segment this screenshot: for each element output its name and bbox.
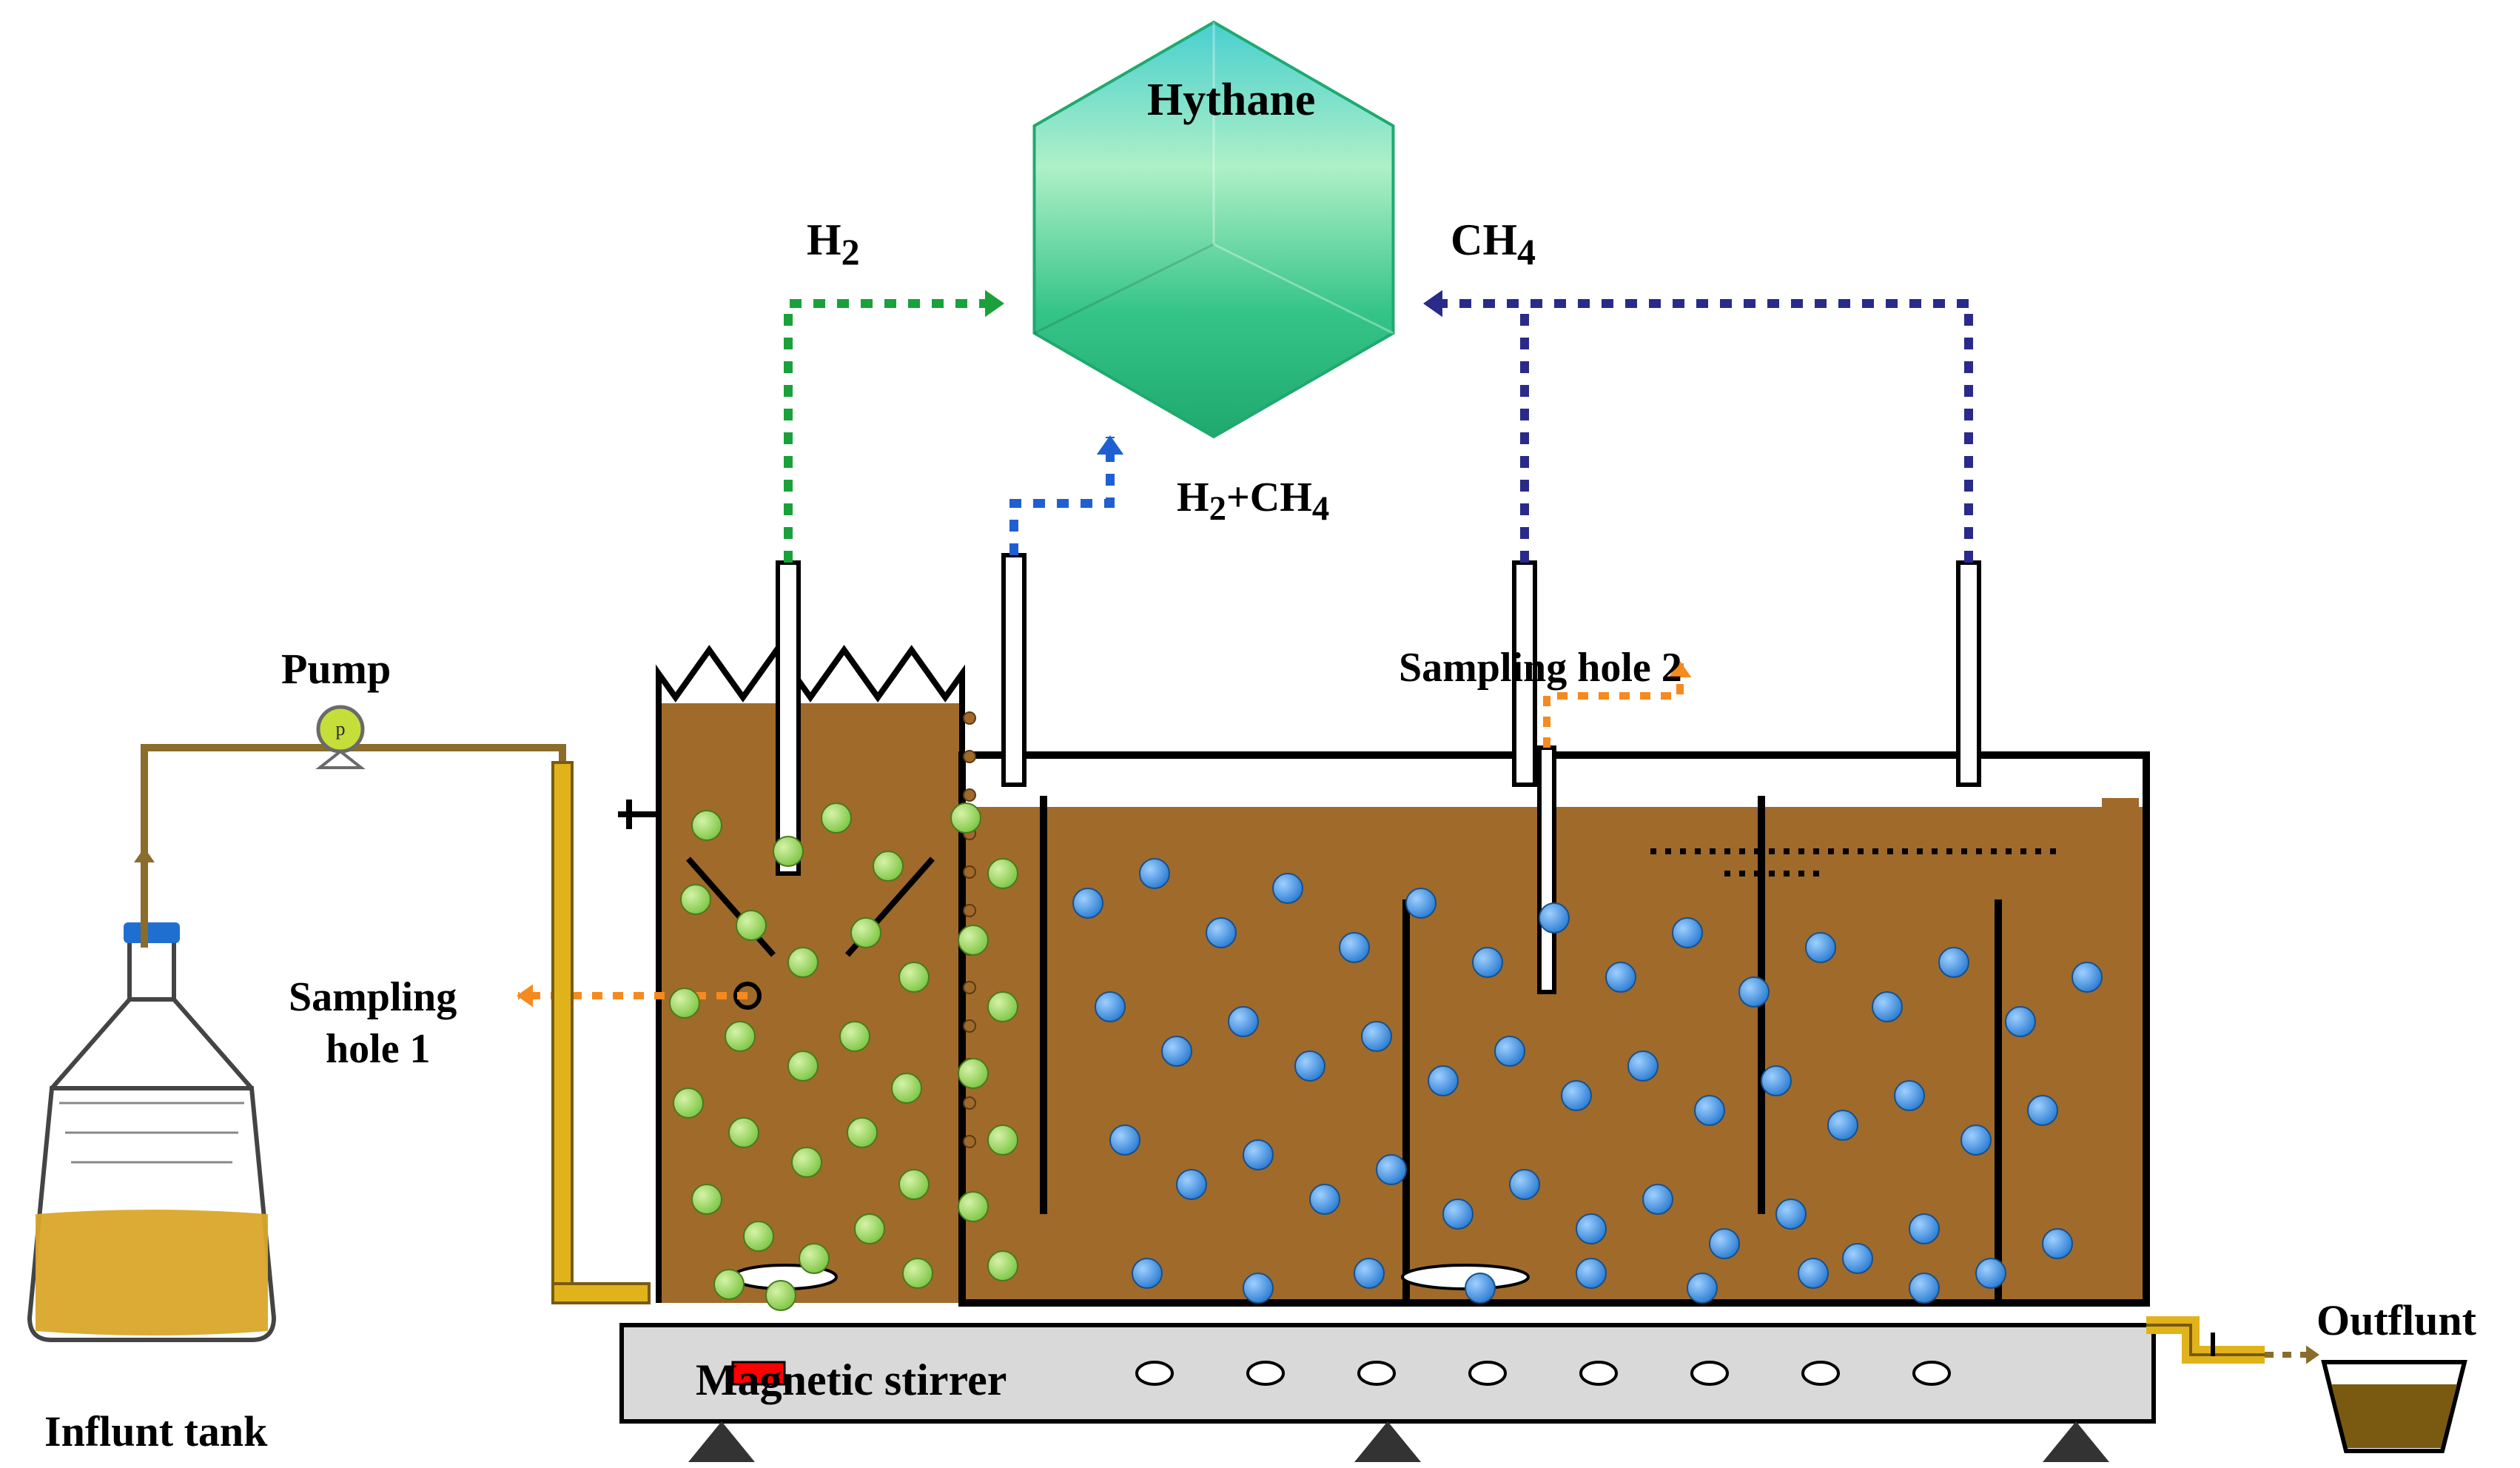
label-s1b: hole 1 bbox=[326, 1025, 431, 1073]
label-ch4: CH4 bbox=[1451, 215, 1536, 273]
label-outflunt: Outflunt bbox=[2316, 1296, 2476, 1345]
diagram-svg: p bbox=[0, 0, 2520, 1468]
label-h2: H2 bbox=[807, 215, 860, 273]
svg-text:p: p bbox=[336, 718, 346, 740]
label-s1a: Sampling bbox=[289, 973, 457, 1021]
label-hythane: Hythane bbox=[1147, 74, 1315, 127]
label-pump: Pump bbox=[281, 644, 391, 694]
label-stirrer: Magnetic stirrer bbox=[696, 1355, 1007, 1406]
label-h2ch4: H2+CH4 bbox=[1177, 474, 1329, 529]
label-influnt: Influnt tank bbox=[44, 1407, 267, 1456]
diagram-stage: p Hythane H2 CH4 H2+CH4 Pump Influnt tank Samp… bbox=[0, 0, 2520, 1468]
label-s2: Sampling hole 2 bbox=[1399, 644, 1682, 691]
